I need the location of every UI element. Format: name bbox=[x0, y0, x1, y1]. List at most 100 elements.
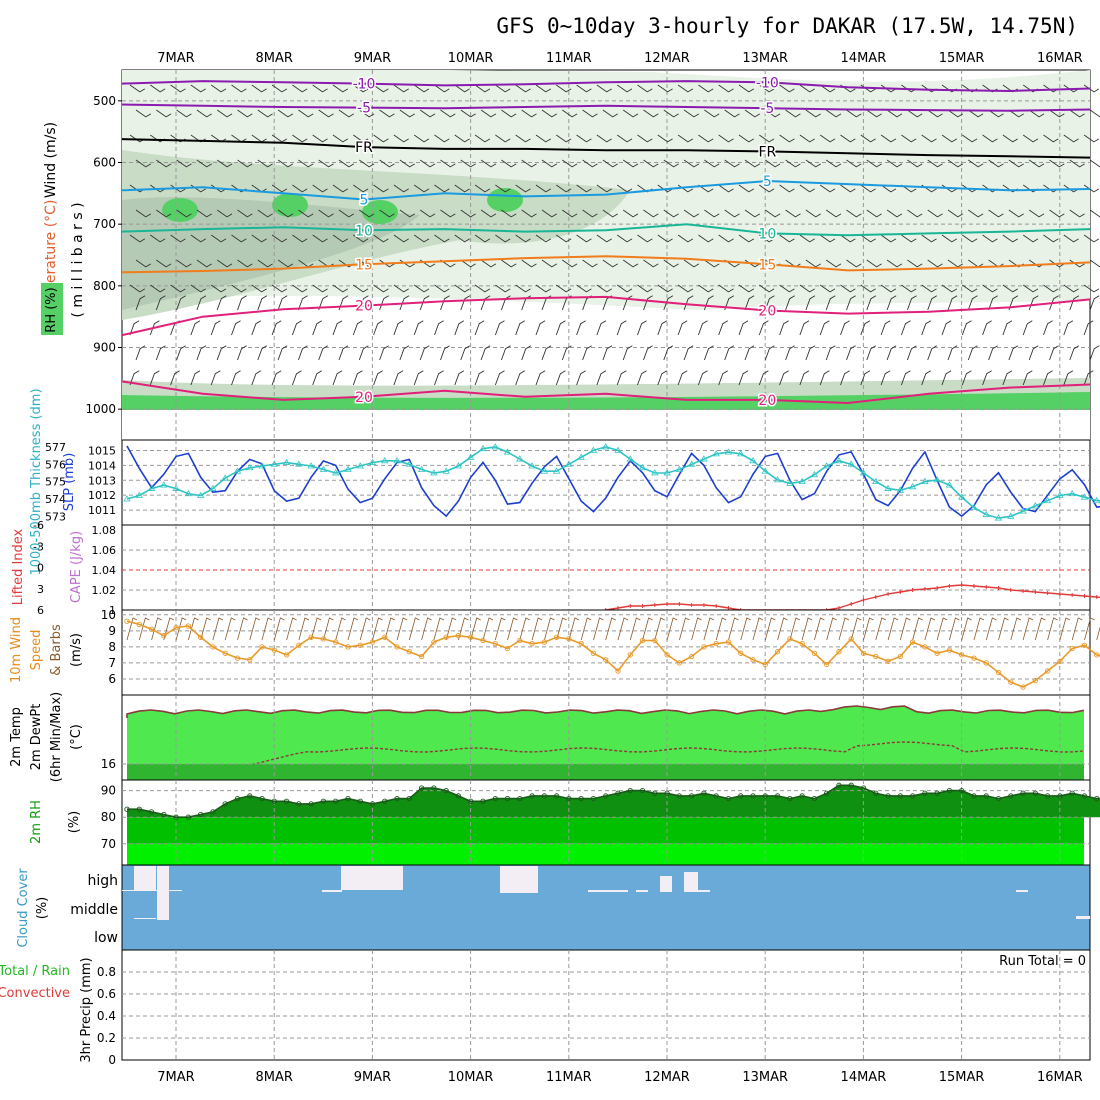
ylabel-precip-convective: Convective bbox=[0, 986, 70, 1001]
thickness-line-point bbox=[565, 460, 573, 467]
wind-barb bbox=[906, 295, 917, 311]
cape-point bbox=[701, 603, 706, 607]
wind10m-barb bbox=[126, 617, 138, 641]
thickness-line-point bbox=[773, 476, 782, 483]
wind-barb bbox=[596, 320, 607, 336]
wind10m-barb bbox=[151, 617, 162, 641]
wind-barb bbox=[921, 284, 937, 293]
wind10m-barb bbox=[138, 617, 150, 641]
cloud-gap bbox=[684, 872, 698, 892]
wind-barb bbox=[434, 134, 450, 143]
wind-barb bbox=[622, 109, 639, 118]
wind10m-line-point bbox=[1020, 684, 1026, 690]
thickness-line-point bbox=[1080, 493, 1089, 500]
rh2m-line-point bbox=[713, 793, 719, 799]
wind-barb bbox=[718, 134, 734, 143]
cloud-level-label: high bbox=[87, 873, 118, 889]
wind10m-barb bbox=[887, 617, 899, 641]
rh2m-line-point bbox=[431, 785, 437, 791]
temp-contour-label: -5 bbox=[760, 101, 774, 117]
ylabel-cloud-units: (%) bbox=[35, 897, 50, 920]
cape-point bbox=[836, 606, 841, 610]
wind10m-barb bbox=[703, 617, 715, 641]
wind-barb bbox=[582, 259, 598, 268]
wind-barb bbox=[135, 209, 152, 218]
wind-barb bbox=[353, 284, 369, 293]
wind-barb bbox=[312, 370, 323, 386]
ylabel-cloud: Cloud Cover bbox=[16, 868, 31, 948]
wind-barb bbox=[480, 159, 497, 168]
wind10m-barb bbox=[973, 617, 985, 641]
wind-barb bbox=[271, 184, 288, 193]
thickness-line-point bbox=[344, 465, 352, 472]
wind-barb bbox=[683, 259, 700, 268]
wind-barb bbox=[825, 209, 842, 218]
wind-barb bbox=[135, 259, 152, 268]
wind10m-line-point bbox=[713, 641, 719, 647]
cloud-gap bbox=[134, 918, 156, 919]
wind10m-line-point bbox=[774, 649, 781, 655]
wind-barb bbox=[474, 184, 491, 193]
rh2m-line-point bbox=[934, 790, 940, 796]
rh2m-line-point bbox=[161, 811, 167, 818]
wind-barb bbox=[860, 320, 871, 336]
thickness-line-point bbox=[196, 491, 205, 498]
wind-barb bbox=[434, 320, 444, 336]
wind10m-line-point bbox=[333, 639, 339, 645]
wind-barb bbox=[738, 184, 755, 193]
wind-barb bbox=[413, 234, 430, 243]
rh2m-line bbox=[127, 784, 1100, 818]
date-label-bottom: 10MAR bbox=[448, 1070, 494, 1085]
date-label-top: 9MAR bbox=[354, 51, 391, 66]
wind-barb bbox=[413, 370, 424, 386]
wind-barb bbox=[907, 159, 923, 168]
rh-blob bbox=[162, 198, 198, 222]
rh2m-line-point bbox=[750, 793, 756, 799]
wind-barb bbox=[724, 159, 740, 168]
thickness-line-point bbox=[798, 477, 806, 485]
wind-barb bbox=[190, 234, 206, 243]
wind-barb bbox=[582, 209, 598, 218]
wind-barb bbox=[353, 234, 369, 243]
wind10m-line-point bbox=[615, 668, 621, 674]
wind-barb bbox=[129, 84, 146, 93]
wind10m-barb bbox=[347, 617, 359, 641]
ylabel-precip-total: Total / Rain bbox=[0, 964, 70, 979]
wind10m-barb bbox=[445, 617, 457, 641]
wind-barb bbox=[718, 234, 734, 243]
wind-barb bbox=[495, 134, 511, 143]
wind-barb bbox=[968, 159, 984, 168]
wind-barb bbox=[1083, 284, 1100, 293]
wind10m-barb bbox=[605, 617, 616, 641]
thickness-line-point bbox=[160, 481, 168, 488]
wind-barb bbox=[150, 184, 166, 193]
thickness-line-point bbox=[319, 465, 328, 472]
wind10m-barb bbox=[654, 617, 665, 641]
wind-barb bbox=[454, 320, 465, 336]
rh2m-line-point bbox=[1032, 790, 1039, 796]
wind-barb bbox=[332, 184, 349, 193]
wind-barb bbox=[277, 259, 294, 268]
thickness-line-point bbox=[663, 469, 671, 476]
wind-barb bbox=[156, 109, 172, 118]
wind-barb bbox=[718, 284, 734, 293]
wind-barb bbox=[555, 320, 566, 336]
wind-barb bbox=[819, 320, 830, 336]
wind-barb bbox=[190, 284, 206, 293]
wind-barb bbox=[704, 209, 720, 218]
wind10m-line-point bbox=[247, 657, 253, 663]
wind-barb bbox=[698, 284, 714, 293]
wind-barb bbox=[785, 345, 795, 361]
temp-contour bbox=[121, 80, 1091, 93]
wind-barb bbox=[419, 345, 430, 361]
rh2m-band-light bbox=[127, 843, 1084, 865]
wind-barb bbox=[495, 184, 511, 193]
wind-barb bbox=[988, 209, 1004, 218]
wind-barb bbox=[562, 159, 578, 168]
wind10m-line-point bbox=[173, 624, 179, 631]
date-label-bottom: 15MAR bbox=[939, 1070, 985, 1085]
thickness-line-point bbox=[761, 467, 770, 474]
wind10m-barb bbox=[396, 617, 408, 641]
wind-barb bbox=[1089, 259, 1100, 268]
rh2m-line-point bbox=[234, 795, 241, 802]
